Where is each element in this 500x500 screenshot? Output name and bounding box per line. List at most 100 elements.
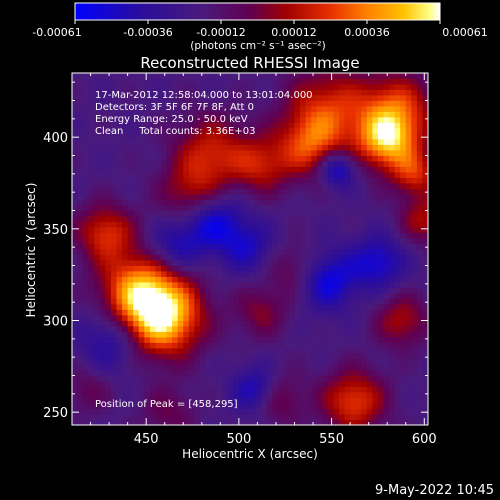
heatmap-cell xyxy=(316,111,323,118)
heatmap-cell xyxy=(383,122,390,129)
heatmap-cell xyxy=(116,232,123,239)
heatmap-cell xyxy=(272,73,279,79)
heatmap-cell xyxy=(372,414,379,420)
heatmap-cell xyxy=(211,271,218,277)
heatmap-cell xyxy=(372,337,379,343)
heatmap-cell xyxy=(149,408,156,415)
heatmap-cell xyxy=(366,375,373,382)
heatmap-cell xyxy=(149,337,156,343)
heatmap-cell xyxy=(161,73,167,79)
heatmap-cell xyxy=(149,265,156,272)
heatmap-cell xyxy=(244,210,251,217)
heatmap-cell xyxy=(377,216,384,222)
heatmap-cell xyxy=(183,133,190,140)
heatmap-cell xyxy=(333,392,340,398)
heatmap-cell xyxy=(161,414,167,420)
heatmap-cell xyxy=(183,155,190,162)
heatmap-cell xyxy=(372,370,379,376)
heatmap-cell xyxy=(322,144,329,151)
heatmap-cell xyxy=(138,320,145,327)
heatmap-cell xyxy=(361,375,368,382)
heatmap-cell xyxy=(294,353,301,360)
heatmap-cell xyxy=(339,381,345,387)
heatmap-cell xyxy=(372,408,379,415)
heatmap-cell xyxy=(127,414,134,420)
heatmap-cell xyxy=(133,359,140,365)
heatmap-cell xyxy=(383,227,390,233)
heatmap-cell xyxy=(138,359,145,365)
heatmap-cell xyxy=(77,172,84,178)
heatmap-cell xyxy=(405,205,412,211)
heatmap-cell xyxy=(333,293,340,299)
heatmap-cell xyxy=(366,249,373,255)
heatmap-cell xyxy=(94,342,101,349)
heatmap-cell xyxy=(266,205,273,211)
heatmap-cell xyxy=(266,249,273,255)
heatmap-cell xyxy=(205,133,212,140)
heatmap-cell xyxy=(277,177,284,184)
heatmap-cell xyxy=(394,232,401,239)
heatmap-cell xyxy=(149,100,156,107)
heatmap-cell xyxy=(244,381,251,387)
heatmap-cell xyxy=(266,221,273,228)
heatmap-cell xyxy=(72,89,78,96)
heatmap-cell xyxy=(88,95,95,101)
heatmap-cell xyxy=(416,254,423,261)
heatmap-cell xyxy=(199,265,206,272)
heatmap-cell xyxy=(188,337,195,343)
heatmap-cell xyxy=(222,265,229,272)
heatmap-cell xyxy=(411,100,418,107)
heatmap-cell xyxy=(344,359,351,365)
heatmap-cell xyxy=(205,392,212,398)
heatmap-cell xyxy=(161,172,167,178)
heatmap-cell xyxy=(339,238,345,244)
heatmap-cell xyxy=(416,260,423,266)
heatmap-cell xyxy=(127,106,134,112)
heatmap-cell xyxy=(110,199,117,206)
heatmap-cell xyxy=(383,337,390,343)
heatmap-cell xyxy=(94,117,101,123)
heatmap-cell xyxy=(255,364,262,371)
heatmap-cell xyxy=(261,199,268,206)
heatmap-cell xyxy=(366,150,373,156)
heatmap-cell xyxy=(416,348,423,354)
heatmap-cell xyxy=(161,348,167,354)
heatmap-cell xyxy=(161,408,167,415)
heatmap-cell xyxy=(255,315,262,321)
heatmap-cell xyxy=(416,117,423,123)
heatmap-cell xyxy=(183,370,190,376)
heatmap-cell xyxy=(322,100,329,107)
heatmap-cell xyxy=(405,271,412,277)
heatmap-cell xyxy=(316,375,323,382)
heatmap-cell xyxy=(72,73,78,79)
heatmap-cell xyxy=(422,221,429,228)
heatmap-cell xyxy=(72,271,78,277)
heatmap-cell xyxy=(144,133,151,140)
heatmap-cell xyxy=(400,348,407,354)
heatmap-cell xyxy=(161,298,167,305)
heatmap-cell xyxy=(422,337,429,343)
heatmap-cell xyxy=(83,397,90,404)
heatmap-cell xyxy=(316,276,323,283)
heatmap-cell xyxy=(216,304,223,310)
heatmap-cell xyxy=(161,276,167,283)
heatmap-cell xyxy=(383,221,390,228)
heatmap-cell xyxy=(361,161,368,167)
heatmap-cell xyxy=(72,326,78,332)
heatmap-cell xyxy=(327,111,334,118)
heatmap-cell xyxy=(99,111,106,118)
heatmap-cell xyxy=(149,320,156,327)
heatmap-cell xyxy=(144,177,151,184)
heatmap-cell xyxy=(327,205,334,211)
heatmap-cell xyxy=(333,315,340,321)
heatmap-cell xyxy=(105,78,112,85)
heatmap-cell xyxy=(283,348,290,354)
heatmap-cell xyxy=(94,331,101,338)
heatmap-cell xyxy=(389,375,396,382)
heatmap-cell xyxy=(166,287,173,294)
heatmap-cell xyxy=(339,78,345,85)
heatmap-cell xyxy=(133,144,140,151)
heatmap-cell xyxy=(183,232,190,239)
heatmap-cell xyxy=(227,359,234,365)
heatmap-cell xyxy=(238,271,245,277)
